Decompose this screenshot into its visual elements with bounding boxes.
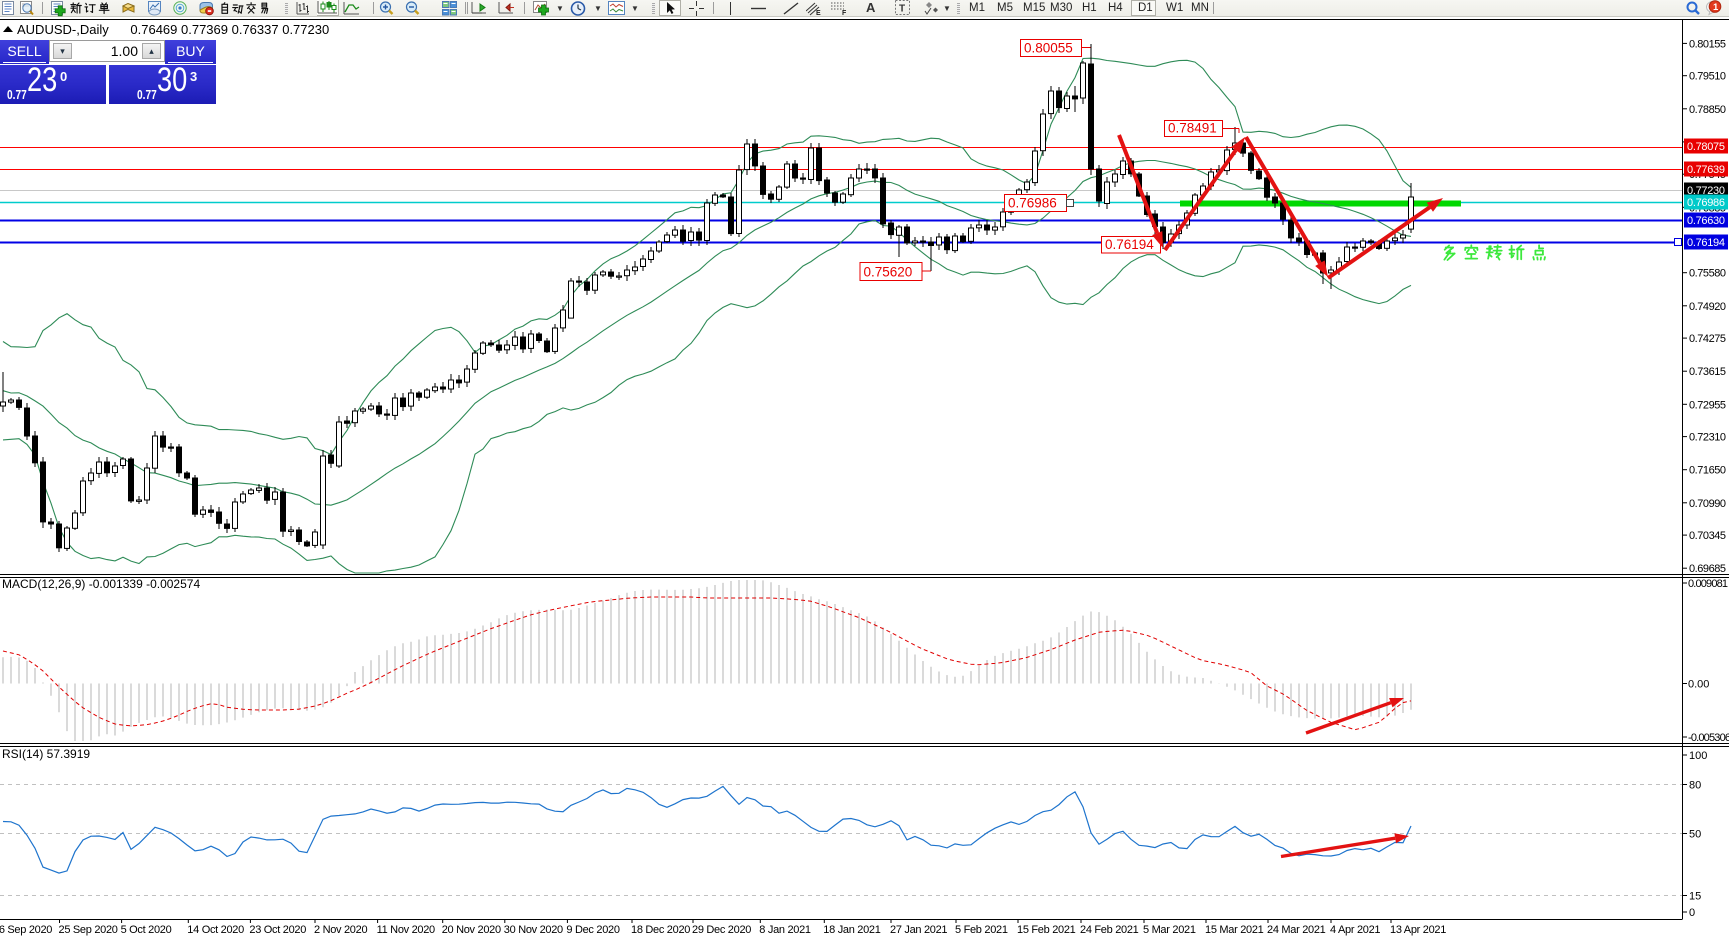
svg-text:8 Jan 2021: 8 Jan 2021 bbox=[759, 924, 811, 936]
svg-text:20 Nov 2020: 20 Nov 2020 bbox=[442, 924, 501, 936]
svg-text:11 Nov 2020: 11 Nov 2020 bbox=[377, 924, 435, 936]
svg-text:0.70345: 0.70345 bbox=[1689, 530, 1726, 542]
svg-text:0.76986: 0.76986 bbox=[1687, 197, 1725, 209]
svg-text:80: 80 bbox=[1689, 780, 1701, 792]
svg-text:25 Sep 2020: 25 Sep 2020 bbox=[59, 924, 118, 936]
svg-text:0.79510: 0.79510 bbox=[1689, 71, 1726, 83]
svg-text:0.75580: 0.75580 bbox=[1689, 268, 1726, 280]
svg-text:9 Dec 2020: 9 Dec 2020 bbox=[566, 924, 619, 936]
svg-text:MACD(12,26,9) -0.001339 -0.002: MACD(12,26,9) -0.001339 -0.002574 bbox=[2, 577, 200, 591]
svg-text:13 Apr 2021: 13 Apr 2021 bbox=[1390, 924, 1446, 936]
svg-text:0.80155: 0.80155 bbox=[1689, 38, 1726, 50]
svg-text:0.76194: 0.76194 bbox=[1105, 237, 1154, 252]
svg-text:4 Apr 2021: 4 Apr 2021 bbox=[1330, 924, 1380, 936]
svg-text:0: 0 bbox=[1689, 907, 1695, 919]
svg-text:2 Nov 2020: 2 Nov 2020 bbox=[314, 924, 367, 936]
svg-text:0.00: 0.00 bbox=[1688, 679, 1709, 691]
svg-text:0.73615: 0.73615 bbox=[1689, 366, 1726, 378]
svg-text:0.72955: 0.72955 bbox=[1689, 399, 1726, 411]
svg-text:18 Jan 2021: 18 Jan 2021 bbox=[823, 924, 880, 936]
svg-text:0.80055: 0.80055 bbox=[1024, 41, 1073, 56]
svg-text:24 Mar 2021: 24 Mar 2021 bbox=[1267, 924, 1326, 936]
svg-text:100: 100 bbox=[1689, 750, 1707, 762]
svg-text:27 Jan 2021: 27 Jan 2021 bbox=[890, 924, 947, 936]
svg-text:AUDUSD-,Daily 0.76469 0.7: AUDUSD-,Daily 0.76469 0.77369 0.76337 0.… bbox=[17, 22, 329, 37]
svg-text:RSI(14) 57.3919: RSI(14) 57.3919 bbox=[2, 747, 90, 761]
svg-text:0.78491: 0.78491 bbox=[1168, 121, 1217, 136]
svg-text:15: 15 bbox=[1689, 891, 1701, 903]
svg-text:15 Feb 2021: 15 Feb 2021 bbox=[1017, 924, 1076, 936]
svg-text:E: E bbox=[816, 10, 821, 17]
svg-text:24 Feb 2021: 24 Feb 2021 bbox=[1080, 924, 1139, 936]
svg-text:0.75620: 0.75620 bbox=[864, 265, 913, 280]
svg-text:0.76986: 0.76986 bbox=[1008, 196, 1057, 211]
svg-text:0.76194: 0.76194 bbox=[1687, 237, 1725, 249]
svg-text:0.71650: 0.71650 bbox=[1689, 465, 1726, 477]
svg-text:18 Dec 2020: 18 Dec 2020 bbox=[631, 924, 690, 936]
svg-text:T: T bbox=[899, 4, 905, 15]
svg-text:50: 50 bbox=[1689, 829, 1701, 841]
svg-text:30 Nov 2020: 30 Nov 2020 bbox=[504, 924, 563, 936]
svg-text:0.74275: 0.74275 bbox=[1689, 333, 1726, 345]
svg-text:5 Oct 2020: 5 Oct 2020 bbox=[121, 924, 172, 936]
svg-text:0.77230: 0.77230 bbox=[1687, 185, 1725, 197]
svg-text:0.69685: 0.69685 bbox=[1689, 563, 1726, 575]
svg-text:23 Oct 2020: 23 Oct 2020 bbox=[249, 924, 306, 936]
svg-text:-0.005306: -0.005306 bbox=[1688, 732, 1729, 744]
svg-text:0.70990: 0.70990 bbox=[1689, 498, 1726, 510]
svg-text:14 Oct 2020: 14 Oct 2020 bbox=[187, 924, 244, 936]
svg-text:29 Dec 2020: 29 Dec 2020 bbox=[692, 924, 751, 936]
svg-text:0.72310: 0.72310 bbox=[1689, 432, 1726, 444]
svg-text:0.78850: 0.78850 bbox=[1689, 104, 1726, 116]
svg-text:0.009081: 0.009081 bbox=[1688, 578, 1728, 590]
svg-text:5 Feb 2021: 5 Feb 2021 bbox=[955, 924, 1008, 936]
svg-text:1: 1 bbox=[1713, 2, 1719, 13]
svg-text:0.76630: 0.76630 bbox=[1687, 215, 1725, 227]
svg-text:0.78075: 0.78075 bbox=[1687, 141, 1725, 153]
svg-text:0.77639: 0.77639 bbox=[1687, 164, 1725, 176]
svg-text:0.74920: 0.74920 bbox=[1689, 301, 1726, 313]
svg-text:F: F bbox=[842, 10, 847, 17]
svg-text:15 Mar 2021: 15 Mar 2021 bbox=[1205, 924, 1264, 936]
svg-text:5 Mar 2021: 5 Mar 2021 bbox=[1143, 924, 1196, 936]
svg-text:16 Sep 2020: 16 Sep 2020 bbox=[0, 924, 52, 936]
